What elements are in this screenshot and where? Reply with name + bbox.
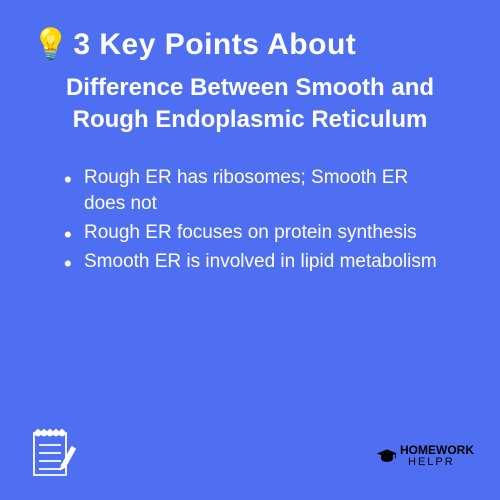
points-list: Rough ER has ribosomes; Smooth ER does n… [32, 165, 468, 275]
main-title: 3 Key Points About [73, 28, 356, 62]
logo-text-wrap: HOMEWORK HELPR [400, 445, 474, 468]
lightbulb-icon: 💡 [32, 30, 69, 60]
subtitle: Difference Between Smooth and Rough Endo… [32, 72, 468, 137]
logo-line1: HOMEWORK [400, 445, 474, 456]
logo-line2: HELPR [408, 456, 474, 468]
list-item: Rough ER focuses on protein synthesis [84, 220, 438, 247]
brand-logo: HOMEWORK HELPR [377, 445, 474, 468]
notepad-icon [26, 423, 76, 478]
header-row: 💡 3 Key Points About [32, 28, 468, 62]
graduation-cap-icon [377, 449, 397, 463]
list-item: Rough ER has ribosomes; Smooth ER does n… [84, 165, 438, 218]
list-item: Smooth ER is involved in lipid metabolis… [84, 249, 438, 276]
